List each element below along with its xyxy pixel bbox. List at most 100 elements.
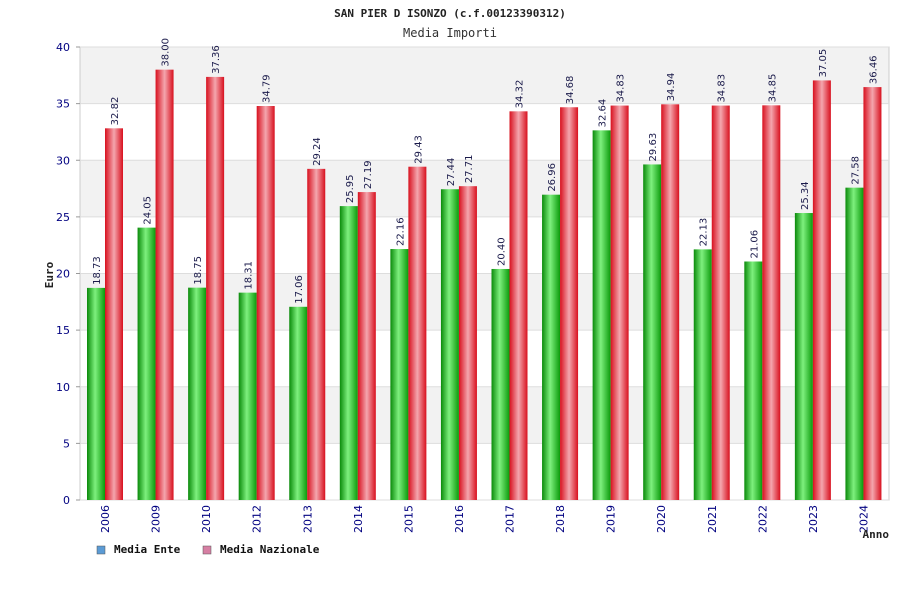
data-label-media-nazionale: 36.46 bbox=[868, 55, 879, 84]
y-tick-label: 25 bbox=[56, 211, 70, 224]
data-label-media-nazionale: 34.85 bbox=[767, 74, 778, 103]
data-label-media-nazionale: 34.94 bbox=[666, 73, 677, 102]
bar-media-ente bbox=[542, 194, 561, 501]
data-label-media-nazionale: 34.32 bbox=[515, 80, 526, 109]
data-label-media-ente: 18.31 bbox=[244, 261, 255, 290]
x-tick-label: 2016 bbox=[453, 505, 466, 533]
data-label-media-ente: 32.64 bbox=[598, 99, 609, 128]
bar-media-nazionale bbox=[357, 192, 376, 501]
y-tick-label: 20 bbox=[56, 268, 70, 281]
data-label-media-ente: 25.95 bbox=[345, 174, 356, 203]
y-tick-label: 40 bbox=[56, 41, 70, 54]
bar-media-nazionale bbox=[105, 128, 123, 500]
bar-media-nazionale bbox=[408, 166, 427, 500]
bar-media-nazionale bbox=[560, 107, 579, 501]
bar-media-ente bbox=[592, 130, 611, 501]
data-label-media-nazionale: 34.83 bbox=[717, 74, 728, 103]
bar-media-nazionale bbox=[458, 186, 477, 500]
bars-group bbox=[87, 69, 882, 501]
data-label-media-ente: 21.06 bbox=[749, 230, 760, 259]
legend-swatch-media-nazionale bbox=[202, 545, 212, 555]
x-tick-label: 2023 bbox=[807, 505, 820, 533]
x-tick-label: 2022 bbox=[756, 505, 769, 533]
data-label-media-ente: 20.40 bbox=[497, 237, 508, 266]
data-label-media-nazionale: 34.83 bbox=[616, 74, 627, 103]
data-label-media-nazionale: 38.00 bbox=[161, 38, 172, 67]
y-axis-label: Euro bbox=[43, 261, 56, 288]
data-label-media-nazionale: 34.68 bbox=[565, 76, 576, 105]
x-tick-label: 2021 bbox=[706, 505, 719, 533]
bar-media-ente bbox=[339, 206, 358, 500]
bar-media-nazionale bbox=[711, 105, 730, 501]
y-tick-label: 15 bbox=[56, 324, 70, 337]
x-tick-label: 2015 bbox=[402, 505, 415, 533]
data-label-media-nazionale: 37.36 bbox=[211, 45, 222, 74]
y-tick-label: 5 bbox=[63, 437, 70, 450]
legend-label-media-nazionale: Media Nazionale bbox=[220, 543, 320, 556]
bar-media-nazionale bbox=[256, 106, 275, 501]
x-tick-label: 2017 bbox=[504, 505, 517, 533]
bar-media-ente bbox=[238, 292, 257, 500]
bar-media-ente bbox=[794, 213, 813, 500]
data-label-media-nazionale: 29.24 bbox=[312, 137, 323, 166]
bar-media-ente bbox=[491, 268, 510, 500]
data-label-media-ente: 27.44 bbox=[446, 158, 457, 187]
data-label-media-nazionale: 27.71 bbox=[464, 155, 475, 184]
x-axis-ticks: 2006 2009 2010 2012 2013 2014 2015 2016 2017 2018… bbox=[99, 505, 870, 533]
bar-media-nazionale bbox=[307, 168, 326, 500]
y-tick-label: 30 bbox=[56, 154, 70, 167]
bar-media-ente bbox=[845, 187, 864, 500]
bar-media-nazionale bbox=[762, 105, 781, 500]
bar-media-nazionale bbox=[206, 76, 225, 500]
x-tick-label: 2010 bbox=[200, 505, 213, 533]
y-tick-label: 0 bbox=[63, 494, 70, 507]
legend: Media Ente Media Nazionale bbox=[96, 543, 320, 556]
bar-media-ente bbox=[137, 227, 156, 501]
bar-media-ente bbox=[390, 249, 409, 500]
data-label-media-nazionale: 34.79 bbox=[262, 74, 273, 103]
legend-label-media-ente: Media Ente bbox=[114, 543, 181, 556]
data-label-media-ente: 22.13 bbox=[699, 218, 710, 247]
bar-media-nazionale bbox=[155, 69, 174, 501]
data-label-media-ente: 18.73 bbox=[92, 256, 103, 285]
y-axis-ticks: 0 5 10 15 20 25 30 35 40 bbox=[56, 41, 80, 507]
legend-swatch-media-ente bbox=[96, 545, 106, 555]
data-label-media-ente: 25.34 bbox=[800, 181, 811, 210]
y-tick-label: 35 bbox=[56, 98, 70, 111]
x-axis-label: Anno bbox=[863, 528, 890, 541]
data-label-media-ente: 22.16 bbox=[395, 217, 406, 246]
bar-media-nazionale bbox=[661, 104, 680, 500]
bar-media-nazionale bbox=[610, 105, 629, 501]
x-tick-label: 2019 bbox=[605, 505, 618, 533]
bar-media-ente bbox=[188, 287, 207, 500]
data-labels-group: 18.73 32.82 24.05 38.00 18.75 37.36 18.31 34.79… bbox=[92, 38, 879, 304]
data-label-media-ente: 26.96 bbox=[547, 163, 558, 192]
chart-subtitle: Media Importi bbox=[403, 26, 497, 40]
data-label-media-ente: 29.63 bbox=[648, 133, 659, 162]
y-tick-label: 10 bbox=[56, 381, 70, 394]
bar-media-nazionale bbox=[812, 80, 831, 500]
x-tick-label: 2018 bbox=[554, 505, 567, 533]
x-tick-label: 2013 bbox=[301, 505, 314, 533]
bar-media-nazionale bbox=[509, 111, 528, 501]
bar-media-nazionale bbox=[863, 87, 882, 500]
data-label-media-nazionale: 27.19 bbox=[363, 160, 374, 189]
bar-media-ente bbox=[87, 287, 105, 500]
chart-title: SAN PIER D ISONZO (c.f.00123390312) bbox=[334, 7, 566, 20]
data-label-media-nazionale: 32.82 bbox=[110, 97, 121, 126]
bar-media-ente bbox=[289, 306, 308, 500]
bar-media-ente bbox=[440, 189, 459, 500]
bar-media-ente bbox=[744, 261, 763, 500]
bar-media-ente bbox=[643, 164, 662, 500]
data-label-media-nazionale: 29.43 bbox=[413, 135, 424, 164]
x-tick-label: 2024 bbox=[857, 505, 870, 533]
x-tick-label: 2009 bbox=[150, 505, 163, 533]
x-tick-label: 2020 bbox=[655, 505, 668, 533]
x-tick-label: 2006 bbox=[99, 505, 112, 533]
data-label-media-ente: 17.06 bbox=[294, 275, 305, 304]
data-label-media-ente: 18.75 bbox=[193, 256, 204, 285]
data-label-media-nazionale: 37.05 bbox=[818, 49, 829, 78]
bar-media-ente bbox=[693, 249, 712, 500]
x-tick-label: 2014 bbox=[352, 505, 365, 533]
